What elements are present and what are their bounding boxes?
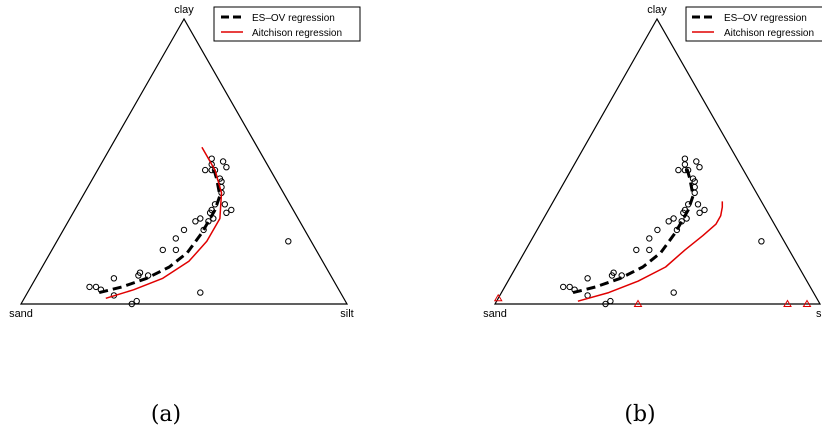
data-point (86, 283, 93, 291)
vertex-label-top: clay (174, 4, 194, 16)
plot-layer (86, 146, 292, 308)
data-point (192, 218, 199, 225)
legend-box (685, 6, 822, 42)
data-point (681, 155, 689, 162)
data-point (675, 166, 682, 174)
data-point (694, 201, 702, 208)
data-point (180, 226, 188, 234)
plot-layer (493, 155, 812, 308)
data-point (285, 238, 292, 245)
data-point (133, 297, 140, 305)
data-point (159, 246, 167, 254)
data-point (607, 297, 614, 305)
legend: ES–OV regression Aitchison regression (685, 6, 822, 42)
aitchison-regression-line (577, 201, 724, 302)
data-point (654, 226, 661, 234)
data-point (670, 215, 677, 222)
aitchison-regression-line (105, 146, 223, 300)
data-point (92, 283, 100, 291)
data-point (110, 275, 118, 282)
data-point (219, 158, 227, 165)
triangle-frame (493, 17, 822, 305)
outlier-point (493, 293, 503, 302)
data-point (172, 246, 180, 254)
panel-a: clay sand silt ES–OV regression Aitchiso… (9, 4, 361, 427)
data-point (172, 235, 180, 242)
legend-label-esov: ES–OV regression (724, 13, 807, 24)
data-point (610, 269, 617, 276)
data-point (646, 235, 653, 242)
vertex-label-right: silt (816, 308, 822, 320)
data-point (566, 283, 573, 291)
data-point (228, 206, 235, 214)
data-point (701, 206, 708, 214)
legend-label-aitchison: Aitchison regression (252, 28, 342, 39)
data-point (197, 215, 204, 222)
esov-regression-line (572, 166, 695, 295)
outlier-point (633, 299, 643, 307)
vertex-label-right: silt (340, 308, 353, 320)
vertex-label-top: clay (647, 4, 667, 16)
data-point (584, 275, 591, 282)
data-point (128, 300, 136, 308)
outlier-point (783, 299, 792, 307)
data-point (681, 161, 689, 168)
data-point (670, 289, 677, 296)
vertex-label-left: sand (483, 308, 507, 320)
outlier-point (802, 299, 812, 307)
data-point (221, 201, 229, 208)
data-point (602, 300, 609, 308)
data-point (689, 175, 697, 182)
data-point (223, 209, 230, 217)
data-point (202, 166, 209, 174)
esov-regression-line (98, 166, 222, 295)
data-point (197, 289, 204, 296)
data-point (136, 269, 144, 276)
data-point (758, 238, 765, 245)
legend-label-aitchison: Aitchison regression (724, 28, 814, 39)
triangle-frame (19, 17, 349, 305)
data-point (223, 164, 230, 171)
data-point (696, 209, 703, 217)
panel-caption: (b) (624, 402, 655, 427)
data-point (665, 218, 672, 225)
panel-b: clay sand silt ES–OV regression Aitchiso… (483, 4, 822, 427)
data-point (560, 283, 567, 291)
legend: ES–OV regression Aitchison regression (213, 6, 361, 42)
vertex-label-left: sand (9, 308, 33, 320)
data-point (693, 158, 700, 165)
panel-caption: (a) (151, 402, 181, 427)
data-point (646, 246, 653, 254)
legend-box (213, 6, 361, 42)
legend-label-esov: ES–OV regression (252, 13, 335, 24)
data-point (696, 164, 703, 171)
data-point (633, 246, 640, 254)
